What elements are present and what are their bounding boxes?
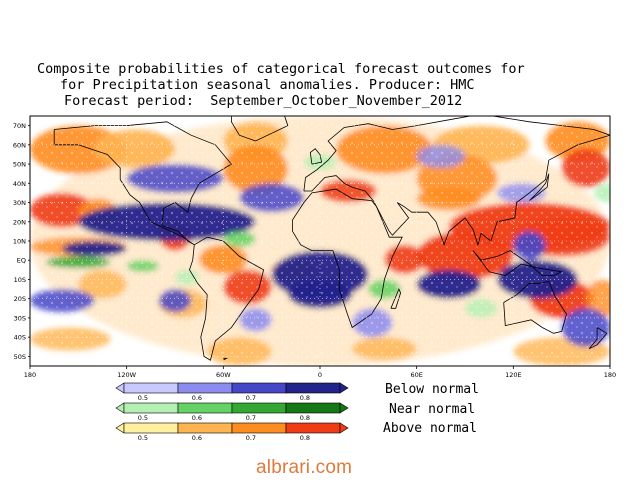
legend-swatch — [231, 422, 287, 434]
anomaly-field — [30, 116, 610, 366]
legend-colorbars: 0.5 0.6 0.7 0.8 0.5 0.6 0.7 0.8 0.5 0.6 0.7 0.8 — [115, 382, 349, 442]
legend-swatch — [177, 422, 233, 434]
legend-swatch — [123, 422, 179, 434]
legend-arrow-low — [115, 382, 125, 394]
legend-arrow-low — [115, 402, 125, 414]
legend-swatch — [285, 422, 341, 434]
lat-label: 70N — [13, 122, 26, 130]
lon-label: 180 — [604, 371, 616, 379]
legend-swatch — [177, 402, 233, 414]
lon-label: 60W — [216, 371, 231, 379]
legend-tick-label: 0.6 — [192, 434, 202, 442]
legend-tick-label: 0.8 — [300, 434, 310, 442]
lat-label: 40S — [14, 334, 26, 342]
lon-label: 120W — [117, 371, 136, 379]
legend-arrow-high — [339, 402, 349, 414]
latitude-labels: 70N 60N 50N 40N 30N 20N 10N EQ 10S 20S 30S 40S 50S — [13, 122, 30, 361]
legend-tick-label: 0.7 — [246, 434, 256, 442]
legend-tick-label: 0.7 — [246, 414, 256, 422]
lat-label: 30S — [14, 314, 26, 322]
coastlines — [53, 116, 610, 361]
longitude-labels: 180 120W 60W 0 60E 120E 180 — [24, 366, 616, 379]
lon-label: 120E — [505, 371, 522, 379]
legend-swatch — [231, 382, 287, 394]
lon-label: 0 — [318, 371, 322, 379]
lat-label: EQ — [17, 257, 26, 265]
lat-label: 50N — [13, 161, 26, 169]
title-line-2: for Precipitation seasonal anomalies. Pr… — [60, 77, 475, 93]
legend-arrow-high — [339, 382, 349, 394]
legend-swatch — [231, 402, 287, 414]
legend-swatch — [285, 382, 341, 394]
legend-near-normal-label: Near normal — [389, 402, 476, 417]
lat-label: 20S — [14, 295, 26, 303]
title-line-1: Composite probabilities of categorical f… — [37, 61, 525, 77]
legend-swatch — [123, 382, 179, 394]
legend-tick-label: 0.8 — [300, 414, 310, 422]
lat-label: 60N — [13, 141, 26, 149]
legend-below-normal-label: Below normal — [385, 382, 479, 397]
legend-tick-label: 0.7 — [246, 394, 256, 402]
lat-label: 30N — [13, 199, 26, 207]
lat-label: 50S — [14, 353, 26, 361]
legend-arrow-high — [339, 422, 349, 434]
title-line-3: Forecast period: September_October_Novem… — [64, 93, 463, 109]
lat-label: 40N — [13, 180, 26, 188]
legend-tick-label: 0.5 — [138, 394, 148, 402]
lat-label: 20N — [13, 218, 26, 226]
legend-tick-label: 0.5 — [138, 434, 148, 442]
legend-above-normal-label: Above normal — [383, 421, 477, 436]
legend-tick-label: 0.8 — [300, 394, 310, 402]
legend-tick-label: 0.5 — [138, 414, 148, 422]
lat-label: 10N — [13, 238, 26, 246]
watermark: albrari.com — [256, 457, 353, 478]
legend-tick-label: 0.6 — [192, 414, 202, 422]
lon-label: 60E — [410, 371, 422, 379]
lat-label: 10S — [14, 276, 26, 284]
legend-arrow-low — [115, 422, 125, 434]
gridlines — [30, 116, 610, 366]
legend-swatch — [177, 382, 233, 394]
legend-tick-label: 0.6 — [192, 394, 202, 402]
lon-label: 180 — [24, 371, 36, 379]
legend-swatch — [123, 402, 179, 414]
legend-swatch — [285, 402, 341, 414]
